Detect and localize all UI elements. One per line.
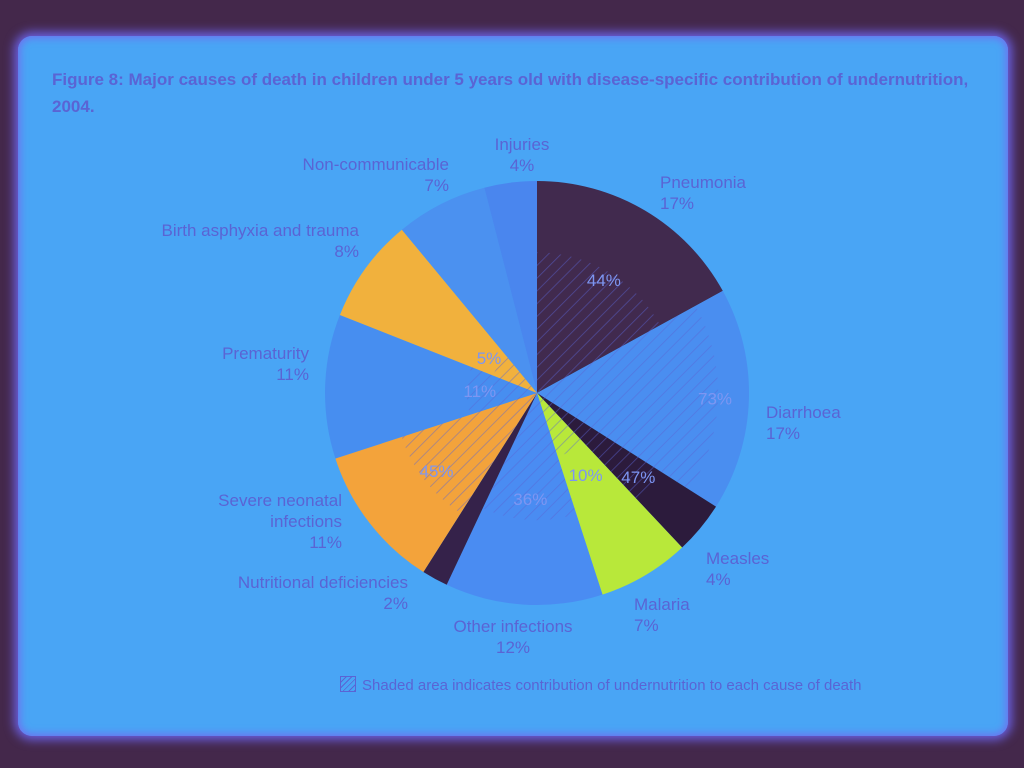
slice-prematurity bbox=[325, 315, 537, 459]
label-malaria: Malaria 7% bbox=[634, 595, 690, 635]
slice-non-communicable bbox=[401, 187, 537, 393]
label-prematurity: Prematurity 11% bbox=[222, 344, 309, 384]
chart-note-text: Shaded area indicates contribution of un… bbox=[362, 677, 862, 694]
label-other-infections: Other infections 12% bbox=[453, 617, 572, 657]
shaded-label-other-infections: 36% bbox=[513, 490, 547, 509]
label-nutritional-deficiencies: Nutritional deficiencies 2% bbox=[238, 573, 408, 613]
shaded-severe-neonatal-infections bbox=[401, 393, 537, 514]
slice-birth-asphyxia-and-trauma bbox=[339, 229, 537, 393]
slice-injuries bbox=[484, 181, 537, 393]
shaded-label-birth-asphyxia-and-trauma: 5% bbox=[477, 349, 502, 368]
label-measles: Measles 4% bbox=[706, 549, 769, 589]
slice-nutritional-deficiencies bbox=[423, 393, 537, 585]
label-non-communicable: Non-communicable 7% bbox=[303, 155, 449, 195]
shaded-label-prematurity: 11% bbox=[463, 382, 496, 401]
shaded-label-diarrhoea: 73% bbox=[698, 390, 732, 409]
shaded-measles bbox=[537, 393, 660, 499]
label-injuries: Injuries 4% bbox=[495, 135, 550, 175]
label-birth-asphyxia-and-trauma: Birth asphyxia and trauma 8% bbox=[162, 221, 360, 261]
shaded-label-malaria: 10% bbox=[569, 466, 603, 485]
chart-note: Shaded area indicates contribution of un… bbox=[340, 676, 862, 694]
shaded-label-measles: 47% bbox=[621, 468, 655, 487]
shaded-malaria bbox=[537, 393, 583, 457]
hatch-swatch-icon bbox=[340, 676, 356, 692]
label-severe-neonatal-infections: Severe neonatal infections 11% bbox=[218, 491, 342, 552]
shaded-prematurity bbox=[466, 367, 537, 415]
shaded-pneumonia bbox=[537, 252, 661, 393]
label-diarrhoea: Diarrhoea 17% bbox=[766, 403, 841, 443]
label-pneumonia: Pneumonia 17% bbox=[660, 173, 747, 213]
shaded-birth-asphyxia-and-trauma bbox=[492, 356, 537, 393]
chart-title: Figure 8: Major causes of death in child… bbox=[52, 70, 969, 116]
shaded-other-infections bbox=[482, 393, 577, 521]
shaded-diarrhoea bbox=[537, 305, 719, 491]
shaded-label-severe-neonatal-infections: 45% bbox=[419, 462, 453, 481]
shaded-label-pneumonia: 44% bbox=[587, 271, 621, 290]
